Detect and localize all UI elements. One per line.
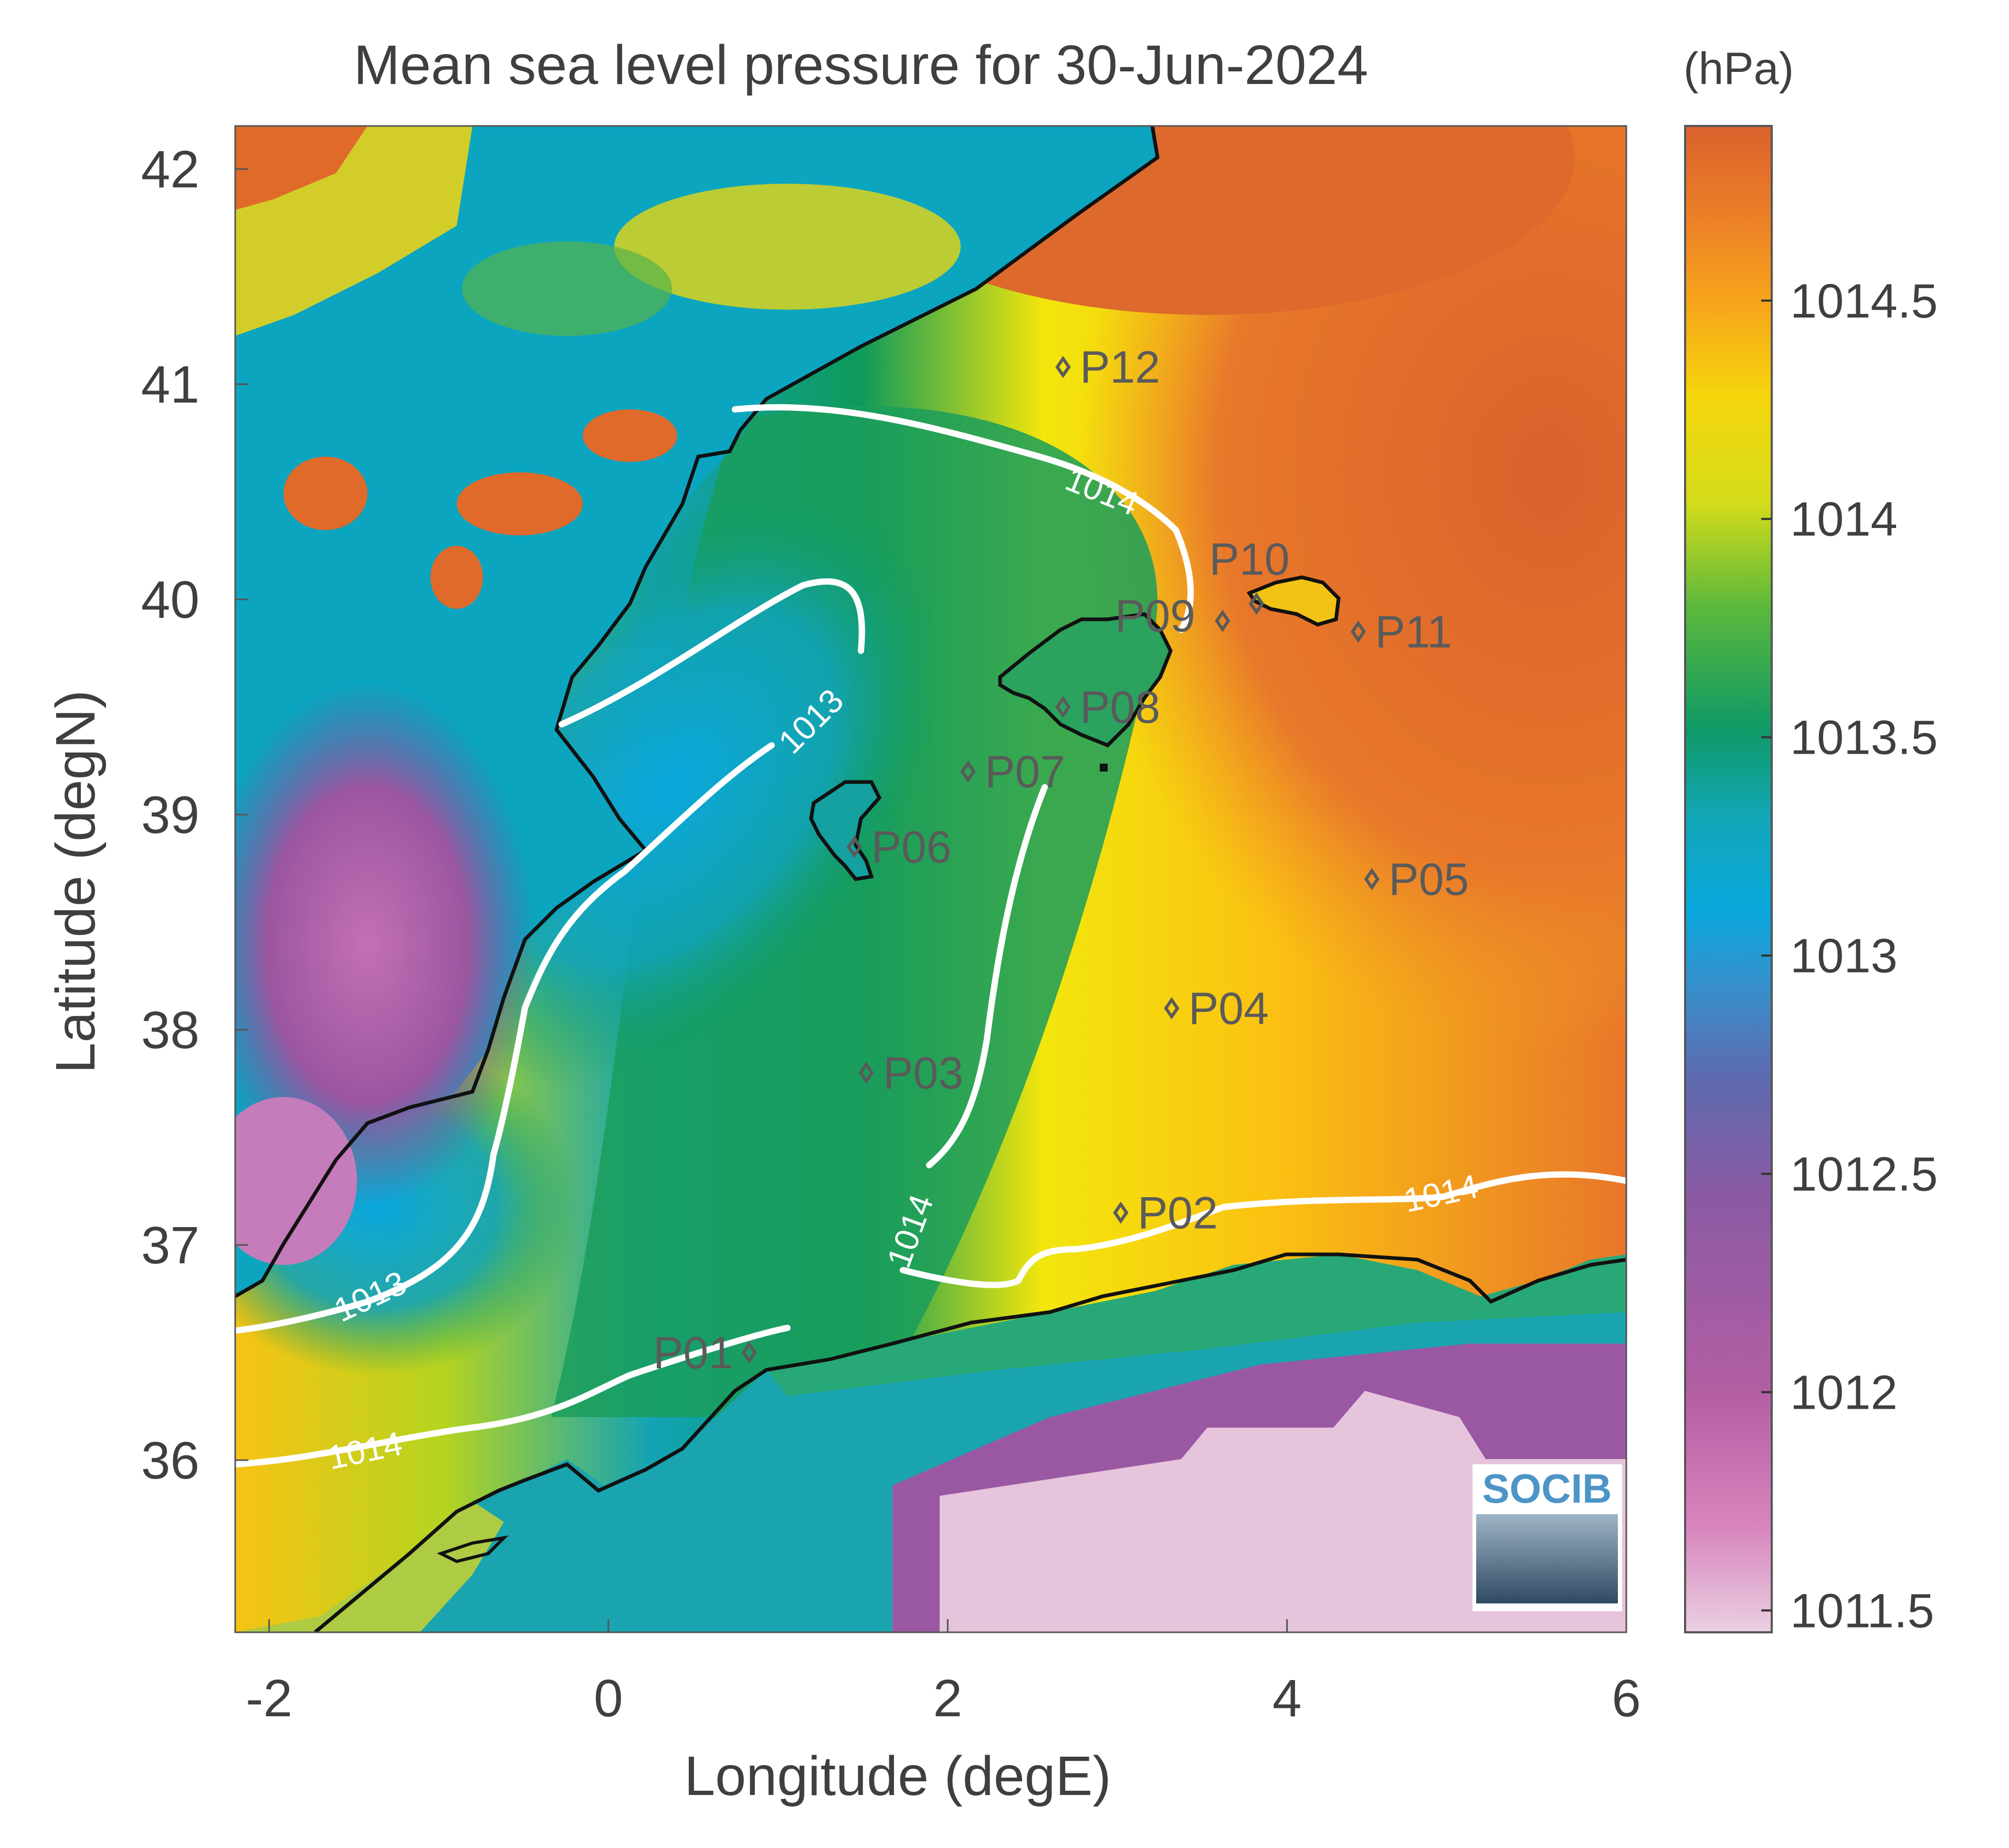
station-label: P03	[883, 1048, 963, 1099]
contour-1014-south	[235, 1325, 791, 1467]
x-axis: -2 0 2 4 6	[246, 1619, 1641, 1728]
ibiza-island	[809, 780, 882, 881]
socib-logo-wave	[1476, 1514, 1618, 1603]
y-tick-label: 38	[141, 1001, 199, 1060]
station-label: P01	[653, 1328, 733, 1378]
station-label: P04	[1188, 984, 1269, 1034]
station-label: P02	[1138, 1188, 1218, 1239]
station-p09: P09	[1115, 591, 1230, 641]
station-marker-icon	[1113, 1201, 1129, 1224]
pressure-field: 1014 1013 1013 1014 1014 1014 SOCIB	[235, 126, 1626, 1632]
x-tick-label: 4	[1272, 1669, 1302, 1728]
alboran-coast-patch	[437, 1535, 509, 1564]
coastline-iberia	[235, 126, 1160, 1298]
station-marker-icon	[741, 1341, 757, 1364]
station-p07: P07	[960, 747, 1065, 797]
land-green-ridge	[462, 241, 672, 336]
station-label: P09	[1115, 591, 1195, 641]
menorca-island	[1246, 575, 1341, 627]
station-marker-icon	[858, 1061, 874, 1084]
land-orange-peak-3	[430, 546, 483, 609]
x-tick-label: 0	[594, 1669, 623, 1728]
station-p02: P02	[1113, 1188, 1218, 1239]
station-p06: P06	[846, 822, 952, 873]
station-p03: P03	[858, 1048, 963, 1099]
land-orange-peaks-north	[235, 126, 367, 210]
coastline-africa	[313, 1252, 1626, 1632]
colorbar-tick-label: 1014.5	[1790, 274, 1938, 328]
y-tick-label: 37	[141, 1216, 199, 1275]
africa-pink-desert	[940, 1391, 1626, 1632]
y-tick-label: 42	[141, 140, 199, 199]
y-axis: 36 37 38 39 40 41 42	[141, 140, 248, 1490]
map-frame	[234, 125, 1627, 1633]
y-tick-label: 40	[141, 571, 199, 629]
land-orange-peak-2	[457, 472, 583, 535]
high-pressure-core	[1076, 126, 1626, 1050]
y-tick-label: 39	[141, 786, 199, 844]
y-tick-label: 36	[141, 1431, 199, 1490]
station-p05: P05	[1364, 854, 1469, 905]
station-marker-icon	[1215, 609, 1230, 632]
station-p11: P11	[1350, 607, 1452, 658]
station-marker-icon	[1055, 355, 1071, 378]
station-marker-icon	[1350, 620, 1366, 643]
land-purple-area	[235, 682, 535, 1207]
colorbar-tick-label: 1013.5	[1790, 711, 1938, 765]
station-p01: P01	[653, 1328, 757, 1378]
station-marker-icon	[846, 836, 862, 858]
colorbar-tick-label: 1011.5	[1790, 1584, 1934, 1638]
colorbar-units: (hPa)	[1684, 44, 1794, 94]
map-title: Mean sea level pressure for 30-Jun-2024	[354, 34, 1369, 96]
africa-green-coast	[766, 1254, 1626, 1396]
x-tick-label: 6	[1612, 1669, 1641, 1728]
station-label: P05	[1389, 854, 1469, 905]
contour-1013-upper	[559, 578, 865, 727]
station-p10: P10	[1209, 534, 1290, 615]
mallorca-island	[998, 612, 1173, 748]
station-marker-icon	[960, 760, 976, 783]
land-yellow-ridge	[614, 184, 961, 310]
station-label: P08	[1080, 682, 1160, 733]
station-marker-icon	[1364, 868, 1380, 891]
station-p08: P08	[1055, 682, 1160, 733]
station-marker-icon	[1164, 997, 1180, 1020]
station-label: P07	[985, 747, 1065, 797]
station-marker-icon	[1248, 592, 1265, 615]
y-axis-label: Latitude (degN)	[45, 690, 107, 1074]
x-axis-label: Longitude (degE)	[684, 1745, 1111, 1807]
contour-1014-africa	[900, 1171, 1626, 1289]
station-p12: P12	[1055, 342, 1160, 393]
station-label: P12	[1080, 342, 1160, 393]
socib-logo: SOCIB	[1472, 1464, 1622, 1611]
station-p04: P04	[1164, 984, 1269, 1034]
colorbar-tick-label: 1012	[1790, 1366, 1898, 1419]
colorbar-tick-label: 1013	[1790, 930, 1898, 983]
stations-layer: P01 P02 P03 P04 P05 P06 P07 P08 P09 P10 P11 P12	[653, 342, 1469, 1378]
land-orange-peak-4	[583, 409, 677, 462]
colorbar-ticks: 1011.5 1012 1012.5 1013 1013.5 1014 1014.5	[1761, 274, 1938, 1638]
y-tick-label: 41	[141, 355, 199, 414]
station-label: P10	[1209, 534, 1289, 585]
x-tick-label: -2	[246, 1669, 292, 1728]
contour-1014-east	[926, 784, 1048, 1168]
land-orange-peak-1	[283, 457, 367, 530]
station-label: P06	[871, 822, 952, 873]
colorbar-tick-label: 1014	[1790, 493, 1898, 546]
cabrera-island	[1100, 764, 1108, 772]
contour-1013-main	[235, 742, 775, 1334]
socib-logo-text: SOCIB	[1482, 1465, 1612, 1512]
station-marker-icon	[1055, 695, 1071, 719]
land-purple-west	[235, 1097, 357, 1265]
colorbar	[1684, 125, 1773, 1633]
morocco-yellow	[235, 1501, 504, 1632]
station-label: P11	[1375, 607, 1452, 658]
x-tick-label: 2	[933, 1669, 963, 1728]
contour-1014-north	[732, 404, 1194, 633]
colorbar-tick-label: 1012.5	[1790, 1148, 1938, 1201]
